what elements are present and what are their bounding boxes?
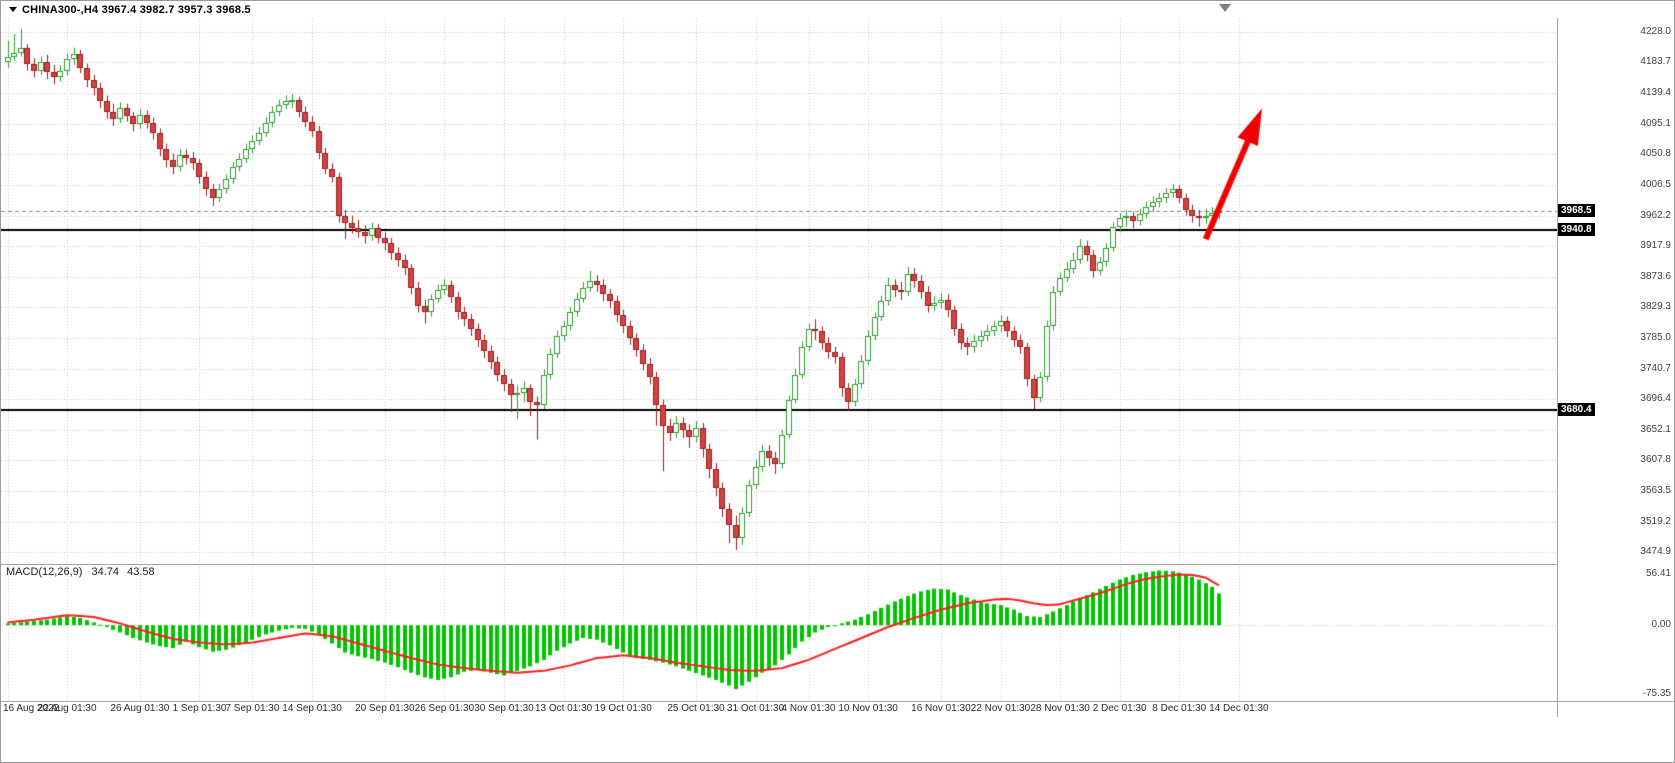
time-axis-label: 7 Sep 01:30 — [225, 703, 280, 714]
price-axis-label: 3563.5 — [1640, 485, 1671, 497]
macd-label: MACD(12,26,9) — [6, 566, 83, 578]
price-axis-label: 3652.1 — [1640, 423, 1671, 435]
macd-signal-value: 43.58 — [127, 566, 155, 578]
symbol-ohlc-readout: CHINA300-,H4 3967.4 3982.7 3957.3 3968.5 — [22, 3, 251, 16]
time-axis-label: 1 Sep 01:30 — [172, 703, 227, 714]
price-axis-label: 3917.9 — [1640, 240, 1671, 252]
price-chart-canvas[interactable] — [1, 18, 1557, 701]
price-axis-label: 4228.0 — [1640, 25, 1671, 37]
time-axis-label: 22 Nov 01:30 — [970, 703, 1031, 714]
price-axis-label: 3873.6 — [1640, 270, 1671, 282]
time-axis-label: 8 Dec 01:30 — [1152, 703, 1207, 714]
time-axis-label: 22 Aug 01:30 — [37, 703, 97, 714]
time-axis-label: 19 Oct 01:30 — [594, 703, 652, 714]
price-level-badge: 3680.4 — [1558, 403, 1595, 417]
price-axis-label: 3696.4 — [1640, 393, 1671, 405]
time-axis-label: 30 Sep 01:30 — [474, 703, 534, 714]
time-axis-label: 14 Sep 01:30 — [282, 703, 342, 714]
time-axis-label: 13 Oct 01:30 — [534, 703, 593, 714]
price-axis-label: 3785.0 — [1640, 331, 1671, 343]
time-axis-label: 20 Sep 01:30 — [355, 703, 415, 714]
current-price-badge: 3968.5 — [1558, 204, 1595, 218]
time-axis-label: 16 Aug 2022 — [3, 703, 60, 714]
time-axis-label: 16 Nov 01:30 — [911, 703, 971, 714]
price-axis-label: 3829.3 — [1640, 301, 1671, 313]
time-axis-label: 28 Nov 01:30 — [1030, 703, 1090, 714]
price-axis-label: 4006.5 — [1640, 178, 1671, 190]
symbol-dropdown-icon[interactable] — [9, 7, 17, 12]
macd-value: 34.74 — [91, 566, 120, 578]
time-axis-separator — [1, 701, 1674, 702]
price-axis-label: 4139.4 — [1640, 87, 1671, 99]
time-axis-label: 14 Dec 01:30 — [1209, 703, 1269, 714]
panel-separator — [1, 564, 1674, 565]
price-axis-label: 3607.8 — [1640, 454, 1671, 466]
price-axis-label: 3519.2 — [1640, 515, 1671, 527]
price-axis-label: 4183.7 — [1640, 56, 1671, 68]
axis-separator — [1557, 18, 1558, 717]
price-axis-label: 3740.7 — [1640, 362, 1671, 374]
time-axis-label: 10 Nov 01:30 — [838, 703, 898, 714]
time-axis-label: 4 Nov 01:30 — [781, 703, 836, 714]
chart-header: CHINA300-,H4 3967.4 3982.7 3957.3 3968.5 — [1, 1, 1674, 18]
price-axis[interactable]: 4228.0 4183.7 4139.4 4095.1 4050.8 4006.5 3962… — [1558, 18, 1674, 701]
time-axis-label: 26 Sep 01:30 — [414, 703, 475, 714]
time-axis-label: 26 Aug 01:30 — [110, 703, 170, 714]
time-axis-label: 31 Oct 01:30 — [726, 703, 785, 714]
macd-axis-label: 56.41 — [1645, 567, 1671, 579]
price-axis-label: 4050.8 — [1640, 148, 1671, 160]
macd-axis-label: -75.35 — [1642, 688, 1671, 699]
chart-shift-marker[interactable] — [1219, 4, 1231, 12]
macd-axis-label: 0.00 — [1651, 619, 1671, 631]
price-axis-label: 3962.2 — [1640, 209, 1671, 221]
price-level-badge: 3940.8 — [1558, 223, 1595, 237]
macd-indicator-label: MACD(12,26,9) 34.74 43.58 — [6, 566, 155, 578]
time-axis-label: 2 Dec 01:30 — [1092, 703, 1147, 714]
time-axis[interactable]: 16 Aug 2022 22 Aug 01:30 26 Aug 01:30 1 Sep… — [1, 702, 1557, 719]
price-axis-label: 3474.9 — [1640, 546, 1671, 558]
price-axis-label: 4095.1 — [1640, 117, 1671, 129]
time-axis-label: 25 Oct 01:30 — [667, 703, 725, 714]
